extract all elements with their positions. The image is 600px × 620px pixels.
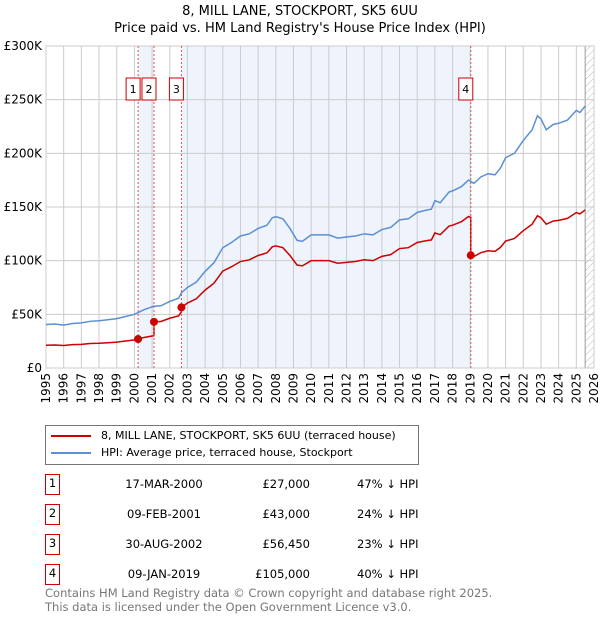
legend-label-hpi: HPI: Average price, terraced house, Stoc… [101,446,353,459]
sale-price: £105,000 [255,567,310,581]
sale-point [134,335,143,344]
sale-price: £56,450 [262,537,310,551]
x-tick-label: 2013 [357,373,371,404]
legend-swatch-property [51,435,91,437]
x-tick-label: 1995 [39,373,53,404]
sale-date: 09-FEB-2001 [127,507,201,521]
sale-point [177,303,186,312]
sale-number-box [141,77,157,101]
x-tick-label: 2017 [428,373,442,404]
legend-swatch-hpi [51,452,91,454]
x-tick-label: 2002 [163,373,177,404]
x-tick-label: 2018 [446,373,460,404]
x-tick-label: 2010 [304,373,318,404]
x-tick-label: 2023 [534,373,548,404]
sale-point [466,251,475,260]
x-tick-label: 2005 [216,373,230,404]
sale-number-label: 1 [130,83,137,96]
x-tick-label: 2015 [393,373,407,404]
x-tick-label: 1997 [74,373,88,404]
x-tick-label: 2022 [516,373,530,404]
y-tick-label: £50K [11,307,43,321]
y-tick-label: £150K [4,200,44,214]
sale-number: 4 [45,564,60,585]
x-tick-label: 2020 [481,373,495,404]
x-tick-label: 2007 [251,373,265,404]
hpi-line [45,105,586,326]
chart-subtitle: Price paid vs. HM Land Registry's House … [114,21,486,36]
sale-hpi-diff: 23% ↓ HPI [357,537,419,551]
legend-item-property: 8, MILL LANE, STOCKPORT, SK5 6UU (terrac… [51,429,396,443]
sales-table-row: 4 09-JAN-2019 £105,000 40% ↓ HPI [45,564,418,585]
x-tick-label: 2004 [198,373,212,404]
x-tick-label: 2006 [233,373,247,404]
sale-price: £43,000 [262,507,310,521]
sale-number-label: 3 [173,83,180,96]
x-tick-label: 2026 [587,373,600,404]
sale-number-label: 2 [146,83,153,96]
price-chart: 1995 1996 1997 1998 1999 2000 2001 2002 2003 2004… [4,39,600,404]
y-tick-label: £250K [4,93,44,107]
sale-number-label: 4 [462,83,469,96]
legend-item-hpi: HPI: Average price, terraced house, Stoc… [51,446,353,460]
x-tick-label: 2021 [499,373,513,404]
footer-licence: This data is licensed under the Open Gov… [45,600,412,614]
sale-hpi-diff: 40% ↓ HPI [357,567,419,581]
sale-number: 2 [45,504,60,525]
x-tick-label: 2014 [375,373,389,404]
sales-table-row: 2 09-FEB-2001 £43,000 24% ↓ HPI [45,504,418,525]
x-tick-label: 1998 [92,373,106,404]
x-tick-label: 1996 [57,373,71,404]
x-tick-label: 1999 [110,373,124,404]
footer-copyright: Contains HM Land Registry data © Crown c… [45,586,493,600]
property-line [45,209,586,347]
y-tick-label: £300K [4,39,44,53]
legend: 8, MILL LANE, STOCKPORT, SK5 6UU (terrac… [45,425,419,465]
x-tick-label: 2011 [322,373,336,404]
y-tick-label: £0 [27,361,42,375]
sale-hpi-diff: 47% ↓ HPI [357,477,419,491]
x-tick-label: 2009 [286,373,300,404]
x-tick-label: 2024 [552,373,566,404]
sales-table-row: 3 30-AUG-2002 £56,450 23% ↓ HPI [45,534,418,555]
sale-number-box [125,77,141,101]
sale-price: £27,000 [262,477,310,491]
sale-number-box [458,77,474,101]
x-tick-label: 2000 [127,373,141,404]
y-tick-label: £100K [4,254,44,268]
sale-hpi-diff: 24% ↓ HPI [357,507,419,521]
legend-label-property: 8, MILL LANE, STOCKPORT, SK5 6UU (terrac… [101,429,396,442]
x-tick-label: 2019 [463,373,477,404]
sale-number-box [168,77,184,101]
sale-number: 3 [45,534,60,555]
sale-number: 1 [45,474,60,495]
x-tick-label: 2016 [410,373,424,404]
x-tick-label: 2012 [340,373,354,404]
sale-date: 30-AUG-2002 [125,537,203,551]
x-tick-label: 2025 [569,373,583,404]
plot-frame [45,45,595,369]
y-tick-label: £200K [4,146,44,160]
sales-table-row: 1 17-MAR-2000 £27,000 47% ↓ HPI [45,474,418,495]
chart-title: 8, MILL LANE, STOCKPORT, SK5 6UU [182,4,418,19]
x-tick-label: 2001 [145,373,159,404]
x-tick-label: 2008 [269,373,283,404]
x-tick-label: 2003 [180,373,194,404]
sale-date: 17-MAR-2000 [125,477,203,491]
sale-point [150,317,159,326]
sale-date: 09-JAN-2019 [127,567,201,581]
